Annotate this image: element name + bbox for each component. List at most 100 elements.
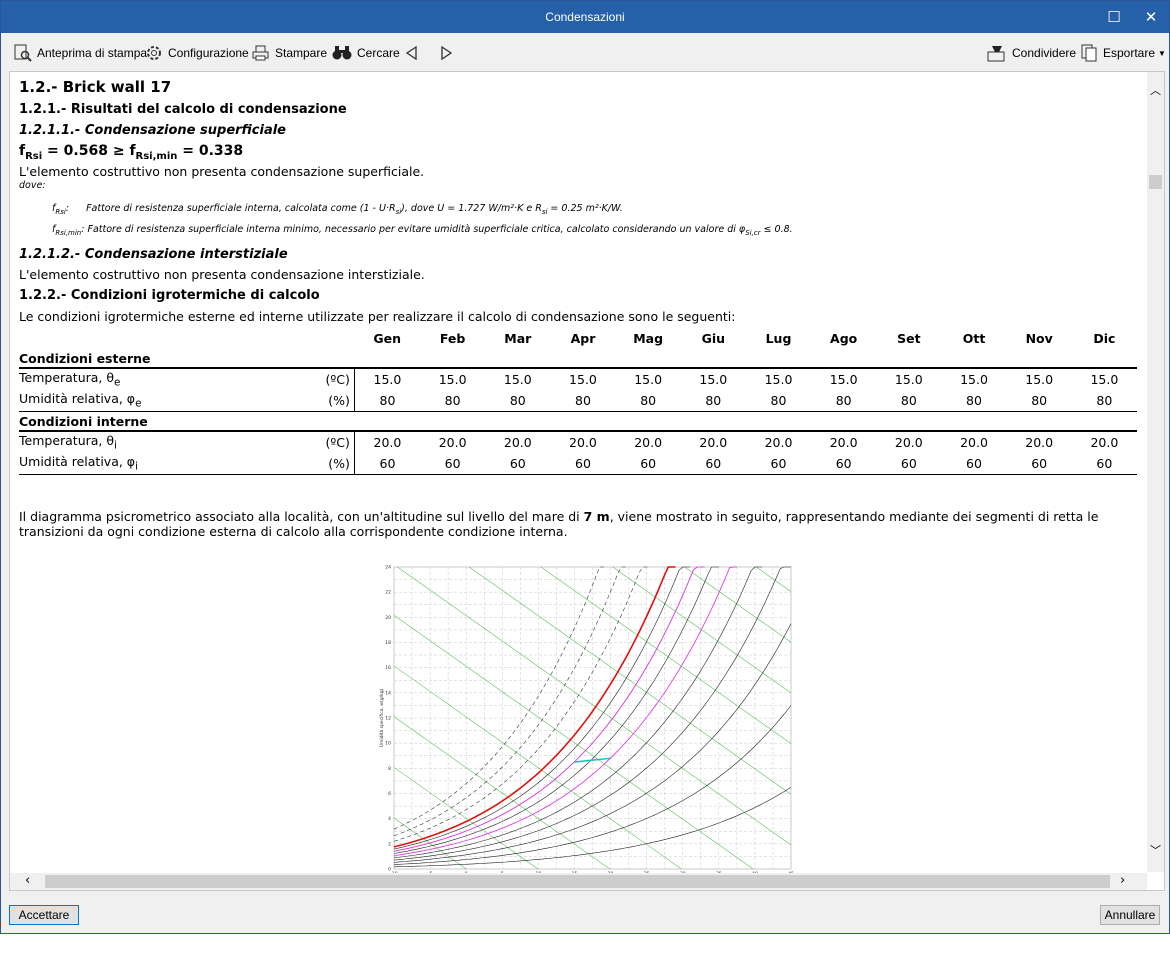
hscroll-thumb[interactable] xyxy=(45,875,1110,888)
maximize-icon[interactable]: ☐ xyxy=(1107,8,1121,26)
chart-y-tick-label: 2 xyxy=(388,841,391,847)
chart-y-tick-label: 10 xyxy=(385,741,391,747)
search-label: Cercare xyxy=(357,46,400,60)
table-cell: 20.0 xyxy=(1025,435,1054,450)
table-cell: 80 xyxy=(876,390,942,412)
chart-y-tick-label: 8 xyxy=(388,766,391,772)
psychrometric-chart: -10-505101520253035404502468101214161820… xyxy=(378,565,794,878)
table-cell: 15.0 xyxy=(634,372,663,387)
chart-rh-curve xyxy=(393,566,791,861)
hygrothermal-conditions-table: Gen Feb Mar Apr Mag Giu Lug Ago Set Ott … xyxy=(19,328,1137,475)
chart-enthalpy-line xyxy=(394,767,539,869)
chart-y-axis-label: Umidità specifica, w(g/kg) xyxy=(378,688,385,747)
table-cell: 15.0 xyxy=(960,372,988,387)
formula-rsi-value: = 0.568 ≥ xyxy=(42,143,130,159)
table-cell: 15.0 xyxy=(764,372,793,387)
def2-text-sub: Si,cr xyxy=(745,228,761,237)
chart-rh-curve xyxy=(393,566,763,859)
report-view[interactable]: 1.2.- Brick wall 17 1.2.1.- Risultati de… xyxy=(9,71,1165,891)
table-cell: 15.0 xyxy=(829,372,858,387)
previous-button[interactable] xyxy=(404,43,424,63)
table-cell: 20.0 xyxy=(829,435,858,450)
table-cell: 80 xyxy=(615,390,681,412)
row-label-sub: e xyxy=(114,376,121,389)
print-preview-button[interactable]: Anteprima di stampa xyxy=(13,43,147,63)
share-button[interactable]: Condividere xyxy=(986,43,1076,63)
month-header: Ago xyxy=(830,331,858,346)
title-bar: Condensazioni ☐ ✕ xyxy=(1,1,1169,33)
configuration-button[interactable]: Configurazione xyxy=(144,43,249,63)
results-heading: 1.2.1.- Risultati del calcolo di condens… xyxy=(19,102,347,117)
month-header: Mar xyxy=(504,331,532,346)
formula-rsimin-value: = 0.338 xyxy=(177,143,244,159)
chart-rh-curve-highlight xyxy=(393,566,737,857)
export-icon xyxy=(1081,44,1097,62)
diagram-description: Il diagramma psicrometrico associato all… xyxy=(19,509,1137,539)
month-header: Set xyxy=(897,331,921,346)
table-cell: 20.0 xyxy=(1090,435,1119,450)
scroll-right-icon[interactable]: › xyxy=(1120,873,1126,888)
close-icon[interactable]: ✕ xyxy=(1144,8,1158,26)
table-cell: 15.0 xyxy=(1025,372,1054,387)
scroll-left-icon[interactable]: ‹ xyxy=(25,873,31,888)
row-unit: (%) xyxy=(309,390,355,412)
table-cell: 80 xyxy=(550,390,616,412)
print-label: Stampare xyxy=(275,46,328,60)
table-cell: 60 xyxy=(550,453,616,475)
row-label-sub: i xyxy=(114,439,117,452)
table-cell: 60 xyxy=(485,453,551,475)
external-conditions-row: Condizioni esterne xyxy=(19,349,1137,369)
table-cell: 60 xyxy=(680,453,746,475)
vertical-scrollbar[interactable]: ︿ ﹀ xyxy=(1147,72,1164,872)
chart-enthalpy-line xyxy=(755,567,791,592)
table-cell: 60 xyxy=(745,453,812,475)
cancel-button[interactable]: Annullare xyxy=(1100,905,1160,925)
table-cell: 15.0 xyxy=(699,372,728,387)
month-header: Mag xyxy=(633,331,664,346)
print-button[interactable]: Stampare xyxy=(251,43,327,63)
horizontal-scrollbar[interactable]: ‹ › xyxy=(10,873,1147,890)
table-cell: 15.0 xyxy=(1090,372,1119,387)
table-cell: 80 xyxy=(485,390,551,412)
scroll-down-icon[interactable]: ﹀ xyxy=(1150,844,1161,857)
month-header: Lug xyxy=(765,331,792,346)
window-title: Condensazioni xyxy=(545,10,625,24)
print-preview-icon xyxy=(14,44,32,62)
diagram-text-c: transizioni da ogni condizione esterna d… xyxy=(19,524,568,539)
chart-y-tick-label: 18 xyxy=(385,640,391,646)
def1-symbol: f xyxy=(52,203,56,214)
scroll-thumb[interactable] xyxy=(1149,175,1162,189)
chart-rh-curve xyxy=(393,566,719,854)
chart-y-tick-label: 6 xyxy=(388,791,391,797)
def1-text-a: Fattore di resistenza superficiale inter… xyxy=(86,203,396,214)
chevron-down-icon: ▼ xyxy=(1158,48,1166,58)
surface-condensation-heading: 1.2.1.1.- Condensazione superficiale xyxy=(19,123,286,138)
table-cell: 60 xyxy=(354,453,421,475)
external-conditions-title: Condizioni esterne xyxy=(19,349,1137,369)
month-header: Apr xyxy=(570,331,596,346)
chart-rh-curve-highlight xyxy=(393,566,705,852)
def2-colon: : xyxy=(81,224,85,235)
chart-rh-curve xyxy=(393,705,792,865)
def1-colon: : xyxy=(65,203,70,214)
chart-dashed-curve xyxy=(393,566,651,842)
def2-symbol: f xyxy=(52,224,56,235)
table-cell: 20.0 xyxy=(569,435,597,450)
table-header-row: Gen Feb Mar Apr Mag Giu Lug Ago Set Ott … xyxy=(19,328,1137,349)
chart-enthalpy-line xyxy=(394,716,610,869)
export-button[interactable]: Esportare ▼ xyxy=(1079,43,1166,63)
accept-button[interactable]: Accettare xyxy=(9,905,79,925)
print-preview-label: Anteprima di stampa xyxy=(37,46,148,60)
chart-rh-curve xyxy=(393,566,690,850)
chart-y-tick-label: 24 xyxy=(385,565,391,571)
search-button[interactable]: Cercare xyxy=(331,43,400,63)
row-label-text: Temperatura, θ xyxy=(19,370,115,386)
scroll-up-icon[interactable]: ︿ xyxy=(1150,84,1161,97)
next-button[interactable] xyxy=(438,43,458,63)
row-unit: (ºC) xyxy=(309,368,355,390)
table-cell: 80 xyxy=(680,390,746,412)
table-cell: 60 xyxy=(1006,453,1072,475)
definition-frsi: fRsi: Fattore di resistenza superficiale… xyxy=(52,203,623,216)
printer-icon xyxy=(252,45,269,61)
table-cell: 60 xyxy=(1071,453,1137,475)
